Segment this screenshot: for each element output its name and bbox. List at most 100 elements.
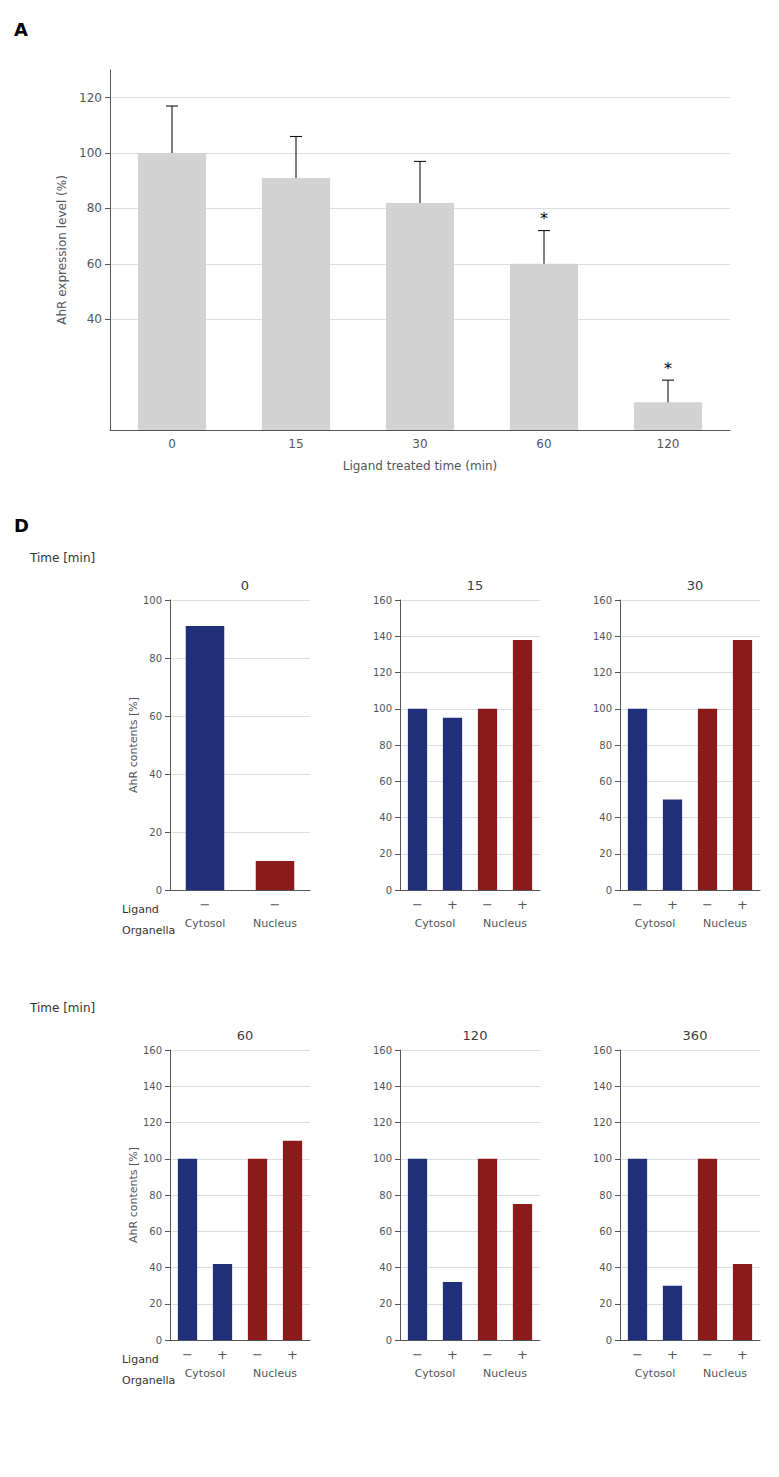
svg-text:40: 40: [599, 1262, 612, 1273]
svg-text:40: 40: [87, 312, 102, 326]
svg-text:+: +: [667, 1347, 678, 1362]
svg-text:−: −: [632, 1347, 643, 1362]
svg-text:60: 60: [599, 1226, 612, 1237]
svg-text:80: 80: [87, 201, 102, 215]
svg-text:−: −: [482, 897, 493, 912]
svg-text:−: −: [482, 1347, 493, 1362]
svg-text:100: 100: [143, 595, 162, 606]
svg-text:Cytosol: Cytosol: [635, 917, 676, 930]
svg-text:D: D: [14, 515, 29, 536]
svg-text:−: −: [702, 1347, 713, 1362]
svg-text:40: 40: [149, 1262, 162, 1273]
svg-text:160: 160: [593, 595, 612, 606]
svg-text:120: 120: [657, 437, 680, 451]
svg-text:120: 120: [143, 1117, 162, 1128]
svg-text:Time [min]: Time [min]: [29, 1001, 95, 1015]
svg-text:0: 0: [241, 578, 249, 593]
svg-text:Cytosol: Cytosol: [415, 917, 456, 930]
svg-text:0: 0: [156, 885, 162, 896]
svg-text:AhR contents [%]: AhR contents [%]: [127, 1147, 140, 1243]
svg-text:40: 40: [379, 812, 392, 823]
svg-text:−: −: [412, 897, 423, 912]
svg-text:100: 100: [593, 703, 612, 714]
svg-text:80: 80: [149, 1190, 162, 1201]
svg-text:A: A: [14, 19, 28, 40]
svg-text:120: 120: [593, 1117, 612, 1128]
svg-text:160: 160: [373, 1045, 392, 1056]
svg-text:40: 40: [599, 812, 612, 823]
svg-text:60: 60: [149, 1226, 162, 1237]
svg-text:Ligand: Ligand: [122, 903, 159, 916]
svg-text:0: 0: [386, 1335, 392, 1346]
svg-text:20: 20: [149, 827, 162, 838]
svg-text:80: 80: [599, 740, 612, 751]
svg-text:Nucleus: Nucleus: [253, 1367, 297, 1380]
svg-text:+: +: [517, 897, 528, 912]
svg-text:+: +: [667, 897, 678, 912]
svg-text:140: 140: [373, 1081, 392, 1092]
svg-text:−: −: [270, 897, 281, 912]
svg-text:100: 100: [593, 1153, 612, 1164]
svg-text:Ligand: Ligand: [122, 1353, 159, 1366]
svg-text:−: −: [632, 897, 643, 912]
svg-text:Cytosol: Cytosol: [635, 1367, 676, 1380]
svg-text:0: 0: [386, 885, 392, 896]
svg-text:−: −: [412, 1347, 423, 1362]
svg-text:Cytosol: Cytosol: [185, 1367, 226, 1380]
svg-text:+: +: [517, 1347, 528, 1362]
svg-text:*: *: [540, 209, 548, 228]
svg-text:160: 160: [143, 1045, 162, 1056]
svg-text:+: +: [287, 1347, 298, 1362]
svg-text:AhR expression level (%): AhR expression level (%): [55, 175, 69, 325]
svg-text:Nucleus: Nucleus: [703, 1367, 747, 1380]
svg-text:AhR contents [%]: AhR contents [%]: [127, 697, 140, 793]
svg-text:100: 100: [373, 1153, 392, 1164]
svg-text:60: 60: [536, 437, 551, 451]
svg-text:60: 60: [237, 1028, 254, 1043]
svg-text:0: 0: [156, 1335, 162, 1346]
svg-text:60: 60: [599, 776, 612, 787]
svg-text:140: 140: [143, 1081, 162, 1092]
svg-text:0: 0: [606, 1335, 612, 1346]
svg-text:120: 120: [463, 1028, 488, 1043]
svg-text:360: 360: [683, 1028, 708, 1043]
svg-text:140: 140: [593, 1081, 612, 1092]
svg-text:−: −: [702, 897, 713, 912]
svg-text:Organella: Organella: [122, 924, 175, 937]
svg-text:60: 60: [379, 1226, 392, 1237]
svg-text:Ligand treated time (min): Ligand treated time (min): [343, 459, 498, 473]
svg-text:−: −: [182, 1347, 193, 1362]
svg-text:+: +: [447, 1347, 458, 1362]
svg-text:120: 120: [79, 91, 102, 105]
svg-text:140: 140: [373, 631, 392, 642]
svg-text:80: 80: [599, 1190, 612, 1201]
svg-text:+: +: [217, 1347, 228, 1362]
svg-text:0: 0: [168, 437, 176, 451]
svg-text:*: *: [664, 359, 672, 378]
svg-text:15: 15: [288, 437, 303, 451]
svg-text:20: 20: [599, 1298, 612, 1309]
svg-text:Cytosol: Cytosol: [415, 1367, 456, 1380]
svg-text:Organella: Organella: [122, 1374, 175, 1387]
svg-text:60: 60: [149, 711, 162, 722]
svg-text:120: 120: [593, 667, 612, 678]
svg-text:30: 30: [687, 578, 704, 593]
svg-text:Time [min]: Time [min]: [29, 551, 95, 565]
svg-text:100: 100: [143, 1153, 162, 1164]
svg-text:140: 140: [593, 631, 612, 642]
svg-text:120: 120: [373, 667, 392, 678]
svg-text:120: 120: [373, 1117, 392, 1128]
svg-text:40: 40: [149, 769, 162, 780]
svg-text:80: 80: [379, 1190, 392, 1201]
svg-text:−: −: [252, 1347, 263, 1362]
svg-text:160: 160: [593, 1045, 612, 1056]
svg-text:Nucleus: Nucleus: [703, 917, 747, 930]
svg-text:160: 160: [373, 595, 392, 606]
svg-text:+: +: [737, 1347, 748, 1362]
svg-text:20: 20: [149, 1298, 162, 1309]
svg-text:60: 60: [87, 257, 102, 271]
svg-text:30: 30: [412, 437, 427, 451]
svg-text:15: 15: [467, 578, 484, 593]
svg-text:80: 80: [379, 740, 392, 751]
svg-text:100: 100: [373, 703, 392, 714]
